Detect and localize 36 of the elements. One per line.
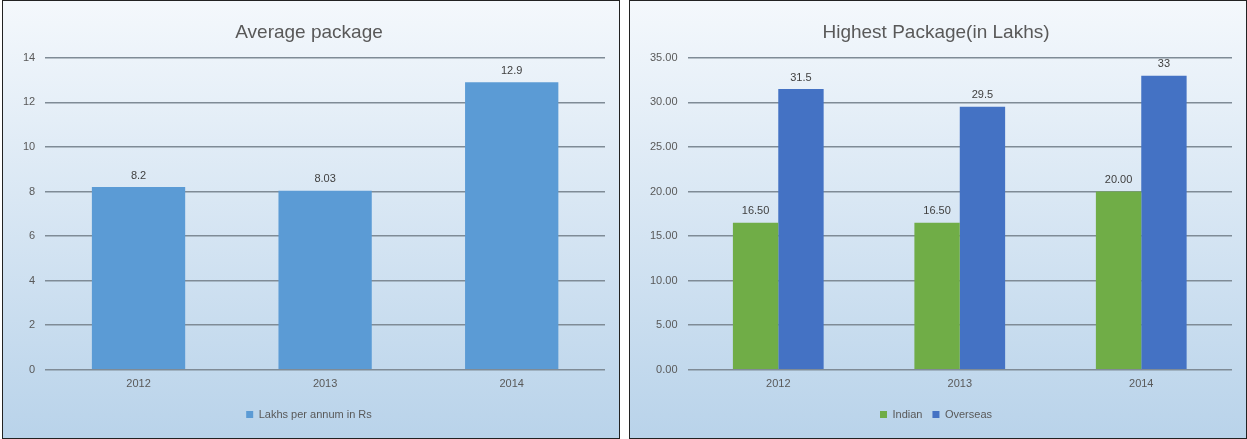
data-label: 8.2 — [130, 168, 147, 181]
y-tick-label: 30.00 — [650, 95, 678, 108]
chart-title: Highest Package(in Lakhs) — [822, 20, 1050, 42]
data-label: 29.5 — [971, 88, 994, 101]
legend-label: Overseas — [944, 407, 993, 420]
data-label: 8.03 — [314, 172, 336, 185]
y-tick-label: 0 — [29, 362, 36, 375]
y-tick-label: 14 — [22, 50, 36, 63]
y-tick-label: 15.00 — [650, 229, 678, 242]
data-label: 20.00 — [1104, 173, 1133, 186]
y-tick-label: 20.00 — [650, 184, 678, 197]
x-tick-label: 2014 — [1129, 377, 1154, 390]
x-tick-label: 2012 — [766, 377, 791, 390]
y-tick-label: 2 — [29, 318, 36, 331]
y-tick-label: 10.00 — [650, 273, 678, 286]
data-label: 31.5 — [790, 70, 812, 83]
legend-label: Lakhs per annum in Rs — [258, 407, 373, 420]
y-tick-label: 8 — [29, 184, 36, 197]
y-tick-label: 6 — [29, 229, 36, 242]
y-tick-label: 35.00 — [650, 50, 678, 63]
x-tick-label: 2014 — [499, 377, 524, 390]
legend-label: Indian — [892, 407, 923, 420]
y-tick-label: 25.00 — [650, 139, 678, 152]
y-tick-label: 0.00 — [656, 362, 678, 375]
y-tick-label: 10 — [22, 139, 36, 152]
data-label: 16.50 — [741, 204, 770, 217]
data-label: 16.50 — [923, 204, 951, 217]
y-tick-label: 4 — [29, 273, 36, 286]
x-tick-label: 2012 — [126, 377, 151, 390]
chart-title: Average package — [235, 20, 383, 42]
x-tick-label: 2013 — [947, 377, 973, 390]
data-label: 33 — [1157, 57, 1171, 70]
x-tick-label: 2013 — [312, 377, 338, 390]
y-tick-label: 12 — [22, 95, 36, 108]
y-tick-label: 5.00 — [656, 318, 678, 331]
data-label: 12.9 — [500, 63, 523, 76]
